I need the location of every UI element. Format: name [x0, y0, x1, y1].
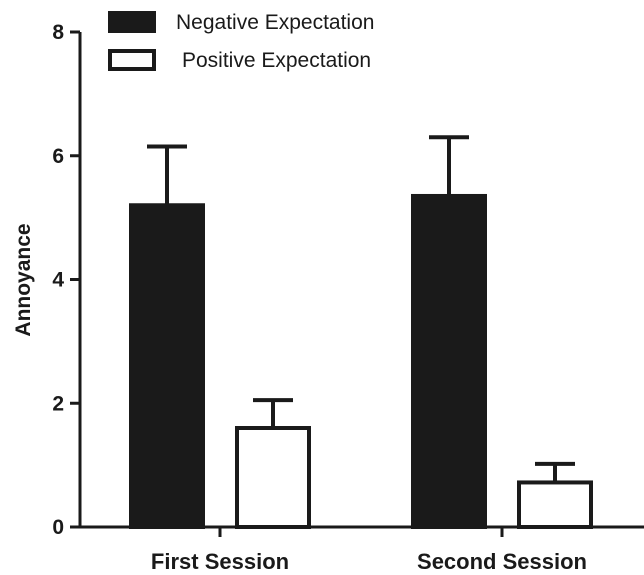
- y-tick-label: 4: [52, 269, 64, 292]
- legend-label: Positive Expectation: [182, 49, 371, 72]
- y-axis-title: Annoyance: [12, 223, 35, 336]
- legend: Negative Expectation Positive Expectation: [108, 11, 374, 72]
- y-tick-label: 0: [52, 516, 64, 539]
- bar: [411, 193, 487, 529]
- bars: [129, 135, 593, 530]
- y-tick-label: 6: [52, 145, 64, 168]
- y-tick-label: 2: [52, 392, 64, 415]
- bar: [517, 480, 593, 530]
- bar: [129, 203, 205, 529]
- y-tick-label: 8: [52, 21, 64, 44]
- legend-swatch: [108, 49, 156, 71]
- x-tick-label: Second Session: [417, 549, 587, 574]
- legend-swatch: [108, 11, 156, 33]
- bar: [235, 426, 311, 529]
- legend-label: Negative Expectation: [176, 11, 374, 34]
- x-tick-label: First Session: [151, 549, 289, 574]
